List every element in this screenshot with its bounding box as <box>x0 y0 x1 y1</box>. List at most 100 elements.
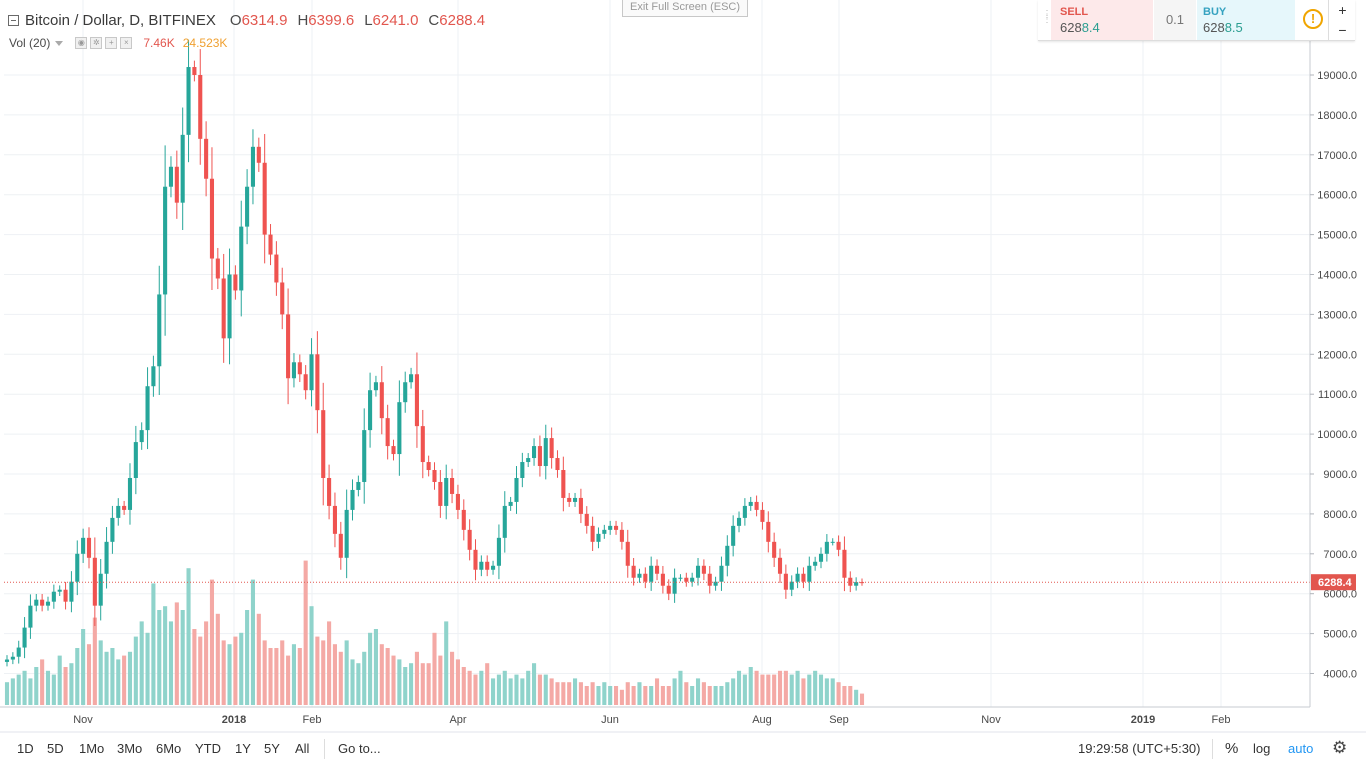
volume-bar <box>286 655 291 705</box>
volume-bar <box>760 674 765 705</box>
volume-bar <box>209 579 215 705</box>
volume-bar <box>502 670 507 705</box>
volume-bar <box>414 651 419 705</box>
candle-body <box>315 354 320 411</box>
buy-button[interactable]: BUY 6288.5 <box>1197 0 1295 40</box>
volume-bar <box>180 610 185 705</box>
percent-toggle[interactable]: % <box>1225 740 1239 757</box>
candle-body <box>695 565 701 578</box>
timeframe-5y[interactable]: 5Y <box>264 741 280 756</box>
volume-bar <box>713 686 718 705</box>
timeframe-1d[interactable]: 1D <box>17 741 34 756</box>
volume-bar <box>110 648 115 705</box>
price-axis[interactable]: 4000.0 5000.0 6000.0 7000.0 8000.0 9000.0 1000… <box>1310 70 1357 681</box>
x-tick-label: Nov <box>981 714 1001 726</box>
visibility-icon[interactable]: ◉ <box>75 37 88 49</box>
auto-toggle[interactable]: auto <box>1288 741 1314 756</box>
collapse-legend-icon[interactable] <box>8 15 19 26</box>
sell-label: SELL <box>1060 6 1089 18</box>
volume-bar <box>461 667 466 705</box>
volume-bar <box>608 686 613 705</box>
volume-bar <box>168 621 174 705</box>
candle-body <box>280 282 285 315</box>
volume-bar <box>549 678 554 705</box>
volume-bar <box>432 632 437 705</box>
exit-fullscreen-button[interactable]: Exit Full Screen (ESC) <box>622 0 748 17</box>
candle-body <box>215 258 220 279</box>
clock-timezone[interactable]: 19:29:58 (UTC+5:30) <box>1078 741 1201 756</box>
candle-body <box>450 477 455 494</box>
y-tick-label: 7000.0 <box>1323 549 1357 561</box>
candle-body <box>444 477 449 506</box>
candle-body <box>391 446 396 455</box>
volume-bar <box>174 602 179 705</box>
y-tick-label: 11000.0 <box>1318 389 1357 401</box>
info-icon[interactable]: ! <box>1303 9 1323 29</box>
volume-value: 7.46K <box>143 36 175 50</box>
volume-bar <box>707 686 712 705</box>
candle-body <box>754 501 759 510</box>
x-tick-label: Sep <box>829 714 849 726</box>
candle-body <box>572 497 578 502</box>
volume-bar <box>291 644 297 705</box>
y-tick-label: 5000.0 <box>1323 629 1357 641</box>
volume-bar <box>690 686 695 705</box>
candle-body <box>57 589 62 592</box>
candle-body <box>789 581 794 590</box>
volume-bar <box>104 651 109 705</box>
sell-button[interactable]: SELL 6288.4 <box>1051 0 1153 40</box>
candle-body <box>455 493 460 510</box>
candle-body <box>10 656 15 660</box>
last-price-badge <box>1311 574 1356 591</box>
symbol-title[interactable]: Bitcoin / Dollar, D, BITFINEX <box>25 12 216 29</box>
timeframe-1y[interactable]: 1Y <box>235 741 251 756</box>
volume-bar <box>625 682 630 705</box>
volume-bar <box>403 667 408 705</box>
candle-body <box>707 573 712 586</box>
volume-bar <box>725 682 730 705</box>
candle-body <box>660 573 665 586</box>
volume-bar <box>496 674 501 705</box>
ohlc-open: O6314.9 <box>229 12 288 29</box>
candle-body <box>813 561 818 566</box>
candle-body <box>168 166 174 187</box>
zoom-out-button[interactable]: − <box>1338 22 1347 38</box>
volume-bar <box>98 640 103 705</box>
candle-body <box>4 659 10 662</box>
candle-body <box>526 458 531 463</box>
candle-body <box>690 577 695 582</box>
timeframe-all[interactable]: All <box>295 741 310 756</box>
volume-bar <box>10 678 15 705</box>
volume-bar <box>859 693 865 705</box>
candle-body <box>262 162 267 235</box>
goto-button[interactable]: Go to... <box>338 741 381 756</box>
timeframe-ytd[interactable]: YTD <box>195 741 221 756</box>
candle-body <box>684 577 689 582</box>
log-toggle[interactable]: log <box>1253 741 1271 756</box>
zoom-in-button[interactable]: + <box>1338 2 1347 18</box>
candle-body <box>725 545 730 566</box>
volume-bar <box>57 655 62 705</box>
volume-bar <box>672 678 677 705</box>
candle-body <box>309 354 314 391</box>
volume-label[interactable]: Vol (20) <box>9 36 51 50</box>
remove-icon[interactable]: × <box>120 37 133 49</box>
volume-bar <box>92 617 97 705</box>
volume-bar <box>848 686 853 705</box>
time-axis[interactable]: Nov 2018 Feb Apr Jun Aug Sep Nov 2019 Feb <box>73 714 1230 726</box>
volume-bar <box>332 644 337 705</box>
drag-handle-icon[interactable]: ⋮ ⋮ <box>1042 9 1052 25</box>
timeframe-5d[interactable]: 5D <box>47 741 64 756</box>
volume-dropdown-icon[interactable] <box>55 40 64 46</box>
add-icon[interactable]: + <box>105 37 118 49</box>
volume-bar <box>772 674 777 705</box>
timeframe-1mo[interactable]: 1Mo <box>79 741 105 756</box>
quantity-field[interactable]: 0.1 <box>1154 0 1196 40</box>
settings-icon[interactable]: ✲ <box>90 37 103 49</box>
candle-body <box>110 517 115 542</box>
candle-body <box>69 581 74 602</box>
timeframe-3mo[interactable]: 3Mo <box>117 741 143 756</box>
gear-icon[interactable]: ⚙ <box>1332 738 1348 757</box>
timeframe-6mo[interactable]: 6Mo <box>156 741 182 756</box>
